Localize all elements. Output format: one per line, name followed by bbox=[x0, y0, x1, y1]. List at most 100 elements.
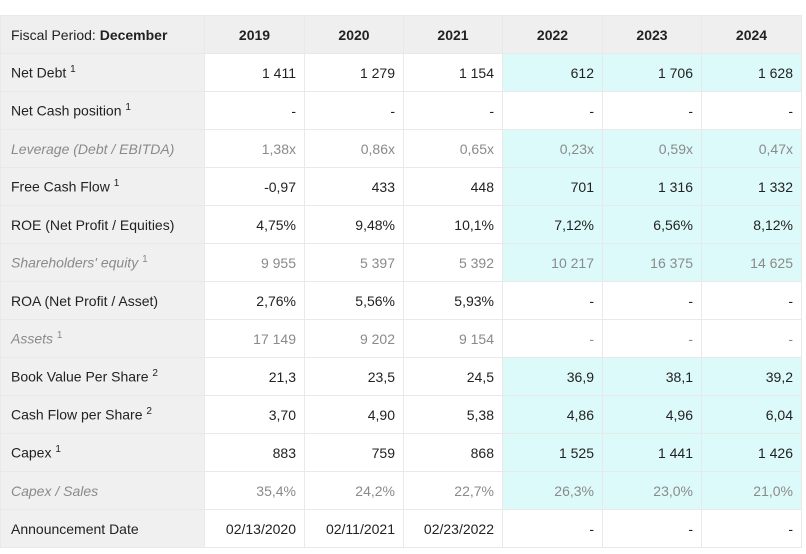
value-cell: 6,56% bbox=[602, 205, 702, 244]
value-cell: 36,9 bbox=[502, 357, 603, 396]
footnote-ref: 1 bbox=[142, 254, 148, 266]
value-cell: 868 bbox=[403, 433, 503, 472]
row-label: Cash Flow per Share 2 bbox=[0, 395, 205, 434]
row-label-text: ROA (Net Profit / Asset) bbox=[11, 292, 159, 309]
value-cell: 5,38 bbox=[403, 395, 503, 434]
table-row: Announcement Date 02/13/2020 02/11/2021 02/… bbox=[0, 509, 802, 548]
value-cell: 2,76% bbox=[204, 281, 305, 320]
value-cell: - bbox=[602, 281, 702, 320]
value-cell: 5 397 bbox=[304, 243, 404, 282]
value-cell: 4,86 bbox=[502, 395, 603, 434]
value-cell: 35,4% bbox=[204, 471, 305, 510]
value-cell: 26,3% bbox=[502, 471, 603, 510]
row-label-text: Leverage (Debt / EBITDA) bbox=[11, 140, 175, 157]
value-cell: 0,86x bbox=[304, 129, 404, 168]
row-label-text: Shareholders' equity bbox=[11, 254, 139, 271]
value-cell: - bbox=[602, 319, 702, 358]
row-label: Announcement Date bbox=[0, 509, 205, 548]
value-cell: 1 332 bbox=[701, 167, 802, 206]
value-cell: 0,59x bbox=[602, 129, 702, 168]
value-cell: 9 955 bbox=[204, 243, 305, 282]
row-label: Book Value Per Share 2 bbox=[0, 357, 205, 396]
value-cell: 17 149 bbox=[204, 319, 305, 358]
footnote-ref: 1 bbox=[56, 330, 63, 342]
value-cell: 22,7% bbox=[403, 471, 503, 510]
value-cell: 883 bbox=[204, 433, 305, 472]
value-cell: 8,12% bbox=[701, 205, 802, 244]
year-header: 2019 bbox=[204, 15, 305, 54]
table-row: Free Cash Flow 1 -0,97 433 448 701 1 316 1 332 bbox=[0, 167, 802, 206]
value-cell: 1 628 bbox=[701, 53, 802, 92]
value-cell: 1 525 bbox=[502, 433, 603, 472]
value-cell: - bbox=[403, 91, 503, 130]
value-cell: 39,2 bbox=[701, 357, 802, 396]
year-header: 2022 bbox=[502, 15, 603, 54]
value-cell: - bbox=[701, 281, 802, 320]
table-row: Capex 1 883 759 868 1 525 1 441 1 426 bbox=[0, 433, 802, 472]
value-cell: 1,38x bbox=[204, 129, 305, 168]
value-cell: - bbox=[304, 91, 404, 130]
row-label-text: Net Cash position bbox=[11, 102, 122, 119]
footnote-ref: 1 bbox=[70, 64, 76, 76]
row-label-text: ROE (Net Profit / Equities) bbox=[11, 216, 175, 233]
value-cell: 1 426 bbox=[701, 433, 802, 472]
row-label: Net Debt 1 bbox=[0, 53, 205, 92]
value-cell: 7,12% bbox=[502, 205, 603, 244]
value-cell: 1 316 bbox=[602, 167, 702, 206]
value-cell: 0,23x bbox=[502, 129, 603, 168]
header-label: Fiscal Period: December bbox=[0, 15, 205, 54]
table-row: ROA (Net Profit / Asset) 2,76% 5,56% 5,93% -… bbox=[0, 281, 802, 320]
value-cell: - bbox=[502, 91, 603, 130]
value-cell: - bbox=[701, 91, 802, 130]
value-cell: - bbox=[204, 91, 305, 130]
row-label: Net Cash position 1 bbox=[0, 91, 205, 130]
value-cell: 21,3 bbox=[204, 357, 305, 396]
value-cell: - bbox=[502, 319, 603, 358]
table-row: ROE (Net Profit / Equities) 4,75% 9,48% 10,… bbox=[0, 205, 802, 244]
value-cell: 4,90 bbox=[304, 395, 404, 434]
value-cell: 21,0% bbox=[701, 471, 802, 510]
value-cell: 23,5 bbox=[304, 357, 404, 396]
value-cell: 433 bbox=[304, 167, 404, 206]
value-cell: - bbox=[701, 509, 802, 548]
value-cell: 1 706 bbox=[602, 53, 702, 92]
value-cell: 02/11/2021 bbox=[304, 509, 404, 548]
value-cell: 3,70 bbox=[204, 395, 305, 434]
value-cell: 1 154 bbox=[403, 53, 503, 92]
period-label: Fiscal Period: bbox=[11, 26, 96, 43]
period-value: December bbox=[99, 26, 168, 43]
year-header: 2023 bbox=[602, 15, 702, 54]
row-label: ROE (Net Profit / Equities) bbox=[0, 205, 205, 244]
row-label: Capex / Sales bbox=[0, 471, 205, 510]
value-cell: 10 217 bbox=[502, 243, 603, 282]
table-row: Book Value Per Share 2 21,3 23,5 24,5 36,9 38… bbox=[0, 357, 802, 396]
row-label: ROA (Net Profit / Asset) bbox=[0, 281, 205, 320]
value-cell: - bbox=[602, 91, 702, 130]
value-cell: 1 279 bbox=[304, 53, 404, 92]
row-label-text: Announcement Date bbox=[11, 520, 139, 537]
value-cell: 16 375 bbox=[602, 243, 702, 282]
row-label: Leverage (Debt / EBITDA) bbox=[0, 129, 205, 168]
row-label: Assets 1 bbox=[0, 319, 205, 358]
financial-table: Fiscal Period: December 2019 2020 2021 2022… bbox=[0, 15, 802, 548]
year-header: 2021 bbox=[403, 15, 503, 54]
footnote-ref: 1 bbox=[55, 444, 61, 456]
value-cell: - bbox=[602, 509, 702, 548]
value-cell: 14 625 bbox=[701, 243, 802, 282]
footnote-ref: 1 bbox=[125, 102, 131, 114]
value-cell: 9 154 bbox=[403, 319, 503, 358]
value-cell: 9 202 bbox=[304, 319, 404, 358]
row-label-text: Assets bbox=[11, 330, 54, 347]
value-cell: 612 bbox=[502, 53, 603, 92]
row-label: Free Cash Flow 1 bbox=[0, 167, 205, 206]
value-cell: 4,96 bbox=[602, 395, 702, 434]
header-row: Fiscal Period: December 2019 2020 2021 2022… bbox=[0, 15, 802, 54]
table-row: Leverage (Debt / EBITDA) 1,38x 0,86x 0,65x 0… bbox=[0, 129, 802, 168]
value-cell: 02/13/2020 bbox=[204, 509, 305, 548]
table-row: Assets 1 17 149 9 202 9 154- - - bbox=[0, 319, 802, 358]
footnote-ref: 1 bbox=[113, 178, 120, 190]
row-label-text: Free Cash Flow bbox=[11, 178, 110, 195]
